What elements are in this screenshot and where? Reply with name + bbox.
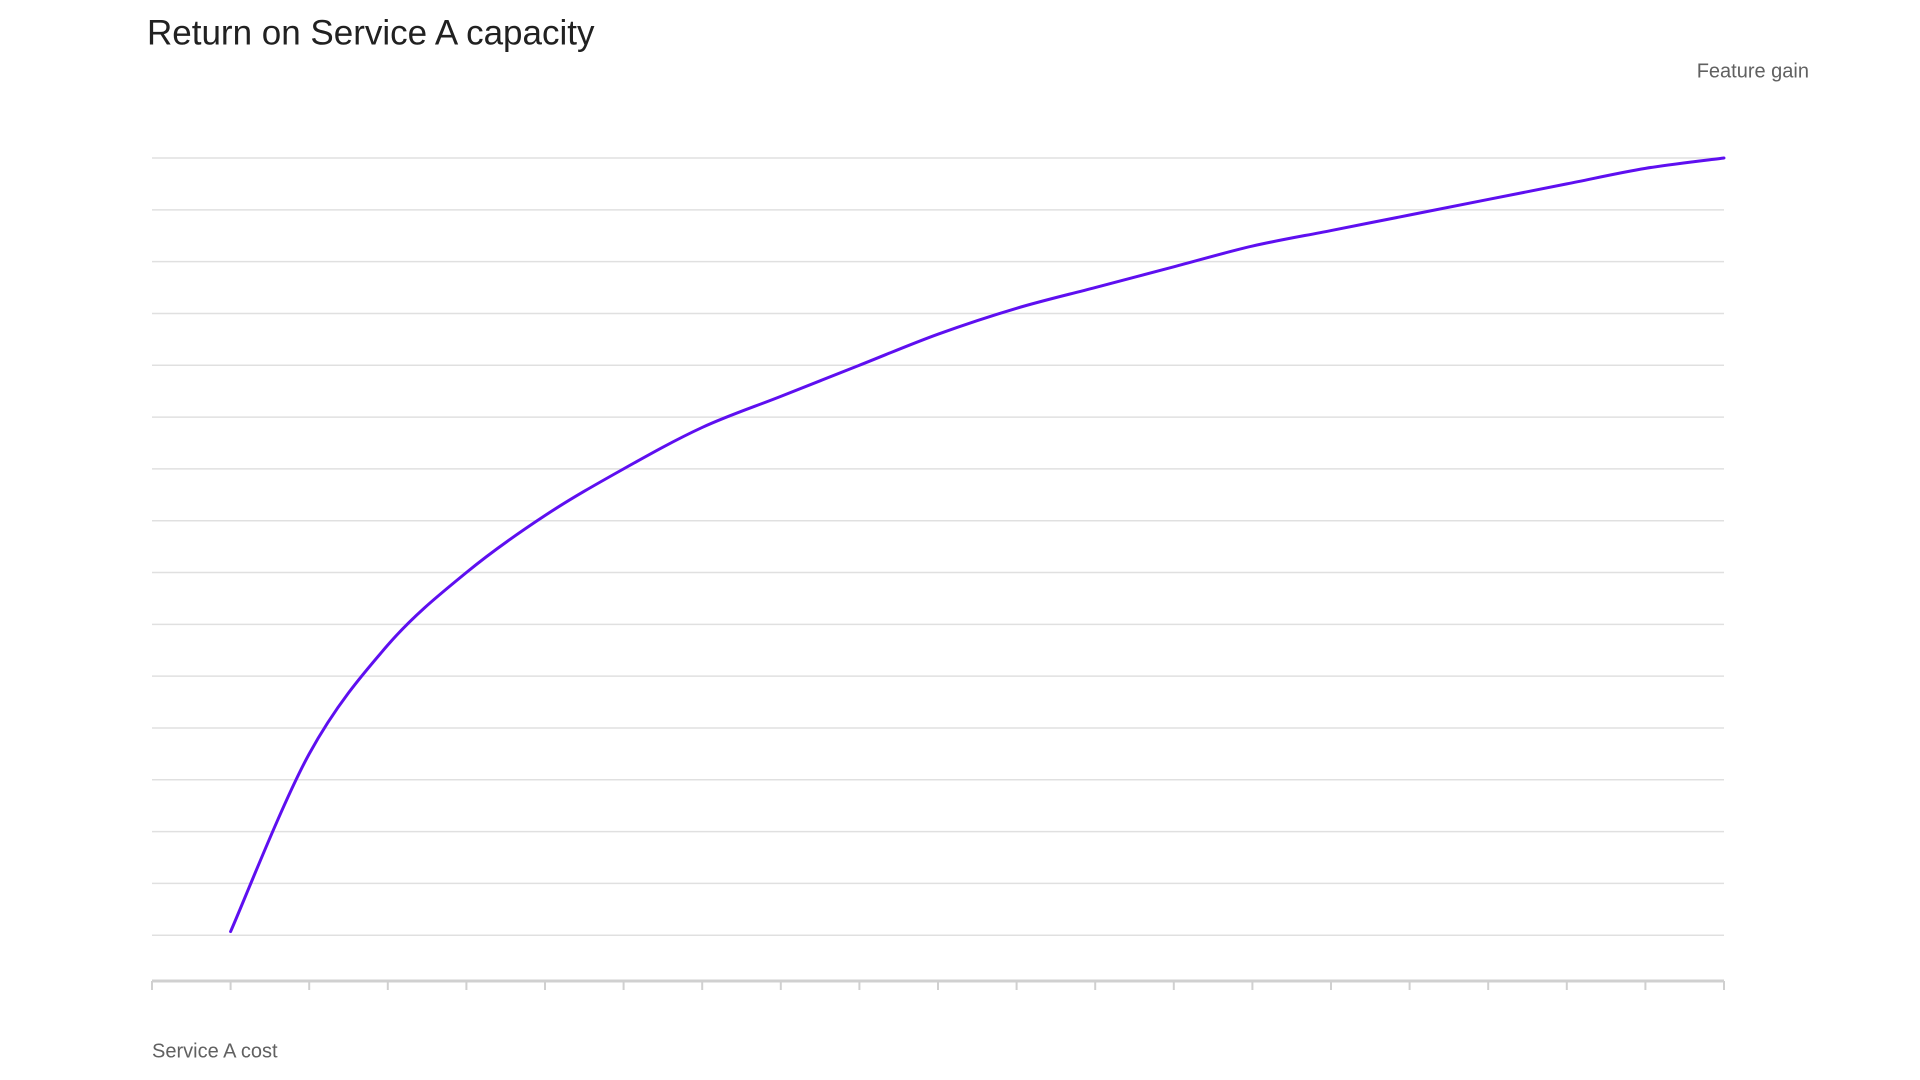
y-axis-label: Feature gain <box>1697 60 1809 82</box>
chart-title: Return on Service A capacity <box>147 13 595 52</box>
x-axis-label: Service A cost <box>152 1040 278 1062</box>
data-line <box>229 156 1726 934</box>
